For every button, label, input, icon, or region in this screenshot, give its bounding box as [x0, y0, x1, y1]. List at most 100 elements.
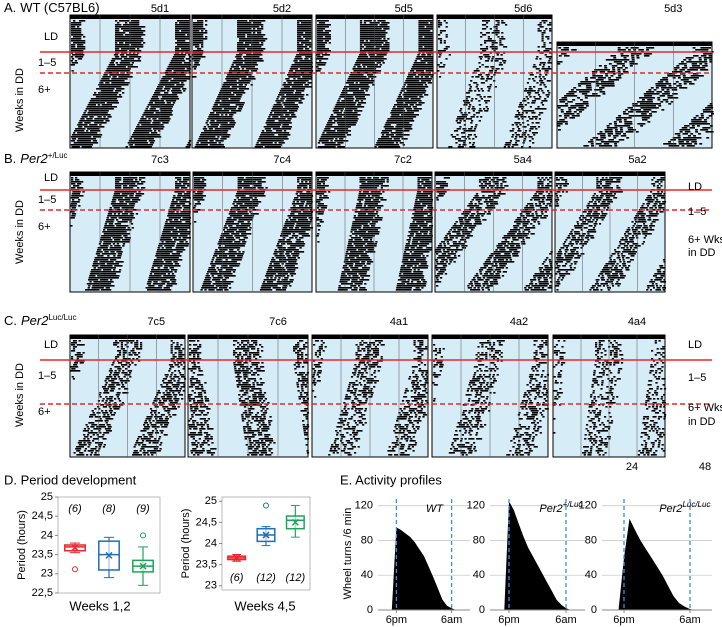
activity-area	[494, 501, 581, 610]
y-tick-label: 0	[479, 604, 485, 616]
scale-label: 48	[699, 461, 711, 473]
mouse-id: 5d3	[664, 3, 682, 15]
mean-marker	[233, 554, 241, 562]
right-label: 6+ Wks	[688, 234, 722, 246]
x-tick-label: 6pm	[386, 614, 407, 626]
mouse-id: 5d2	[273, 3, 291, 15]
annotation: Per2Luc/Luc	[659, 500, 710, 515]
mean-marker	[105, 551, 113, 559]
panel-title: E. Activity profiles	[340, 472, 442, 487]
left-label: 1–5	[38, 194, 56, 206]
y-axis-label: Period (hours)	[180, 509, 192, 579]
mouse-id: 7c5	[147, 316, 165, 328]
n-label: (6)	[230, 572, 244, 584]
mouse-id: 5d1	[151, 3, 169, 15]
actogram-activity	[70, 340, 187, 456]
panel-label: C. Per2Luc/Luc	[4, 313, 77, 329]
y-tick-label: 40	[473, 569, 485, 581]
actogram-activity	[557, 47, 714, 147]
y-tick-label: 40	[361, 569, 373, 581]
x-tick-label: 6pm	[498, 614, 519, 626]
x-axis-label: Weeks 1,2	[69, 598, 130, 613]
y-tick-label: 120	[355, 500, 373, 512]
y-tick-label: 40	[585, 569, 597, 581]
y-tick-label: 23	[205, 580, 217, 592]
outlier	[140, 532, 146, 539]
mean-marker	[262, 531, 270, 539]
panel-label: A. WT (C57BL6)	[4, 0, 100, 15]
outlier	[263, 502, 269, 509]
panel-letter: C.	[4, 313, 17, 328]
activity-area	[382, 527, 466, 610]
n-label: (12)	[286, 572, 306, 584]
x-tick-label: 6am	[441, 614, 462, 626]
activity-area	[607, 518, 707, 610]
annotation: Per2+/Luc	[539, 500, 582, 515]
x-tick-label: 6pm	[613, 614, 634, 626]
y-axis-label: Period (hours)	[16, 510, 28, 580]
y-tick-label: 24	[41, 529, 53, 541]
y-tick-label: 24	[205, 537, 217, 549]
y-tick-label: 23	[41, 568, 53, 580]
y-tick-label: 80	[585, 534, 597, 546]
mean-marker	[139, 562, 147, 570]
n-label: (8)	[102, 503, 116, 515]
y-tick-label: 25	[205, 495, 217, 507]
x-tick-label: 6am	[679, 614, 700, 626]
actogram-activity	[316, 177, 434, 291]
annotation-sup: Luc/Luc	[682, 500, 710, 509]
mouse-id: 7c3	[151, 154, 169, 166]
panel-label: B. Per2+/Luc	[4, 151, 68, 167]
y-tick-label: 22,5	[32, 587, 53, 599]
right-label: LD	[688, 339, 702, 351]
panel-letter: B.	[4, 151, 16, 166]
y-axis-label: Weeks in DD	[14, 200, 26, 264]
y-axis-label: Weeks in DD	[14, 68, 26, 132]
actogram-activity	[70, 177, 192, 291]
actogram-activity	[553, 340, 667, 456]
genotype-sup: Luc/Luc	[48, 313, 76, 322]
right-label: 1–5	[688, 372, 706, 384]
y-tick-label: 120	[467, 500, 485, 512]
y-tick-label: 23,5	[196, 559, 217, 571]
y-axis-label: Wheel turns /6 min	[342, 508, 354, 600]
genotype: WT (C57BL6)	[20, 0, 99, 15]
actogram-activity	[188, 340, 310, 456]
genotype-sup: +/Luc	[48, 151, 68, 160]
n-label: (9)	[136, 503, 150, 515]
y-tick-label: 120	[579, 500, 597, 512]
right-label: 1–5	[688, 206, 706, 218]
left-label: LD	[44, 31, 58, 43]
actogram-activity	[70, 20, 192, 148]
mouse-id: 7c2	[394, 154, 412, 166]
mouse-id: 4a2	[510, 316, 528, 328]
mouse-id: 5a4	[514, 154, 532, 166]
mouse-id: 4a1	[390, 316, 408, 328]
y-tick-label: 80	[361, 534, 373, 546]
mouse-id: 7c6	[269, 316, 287, 328]
genotype: Per2	[21, 313, 49, 328]
x-axis-label: Weeks 4,5	[234, 598, 295, 613]
y-tick-label: 25	[41, 491, 53, 503]
mouse-id: 5d6	[514, 3, 532, 15]
actogram-activity	[435, 177, 553, 291]
left-label: 1–5	[38, 57, 56, 69]
genotype: Per2	[20, 151, 48, 166]
mouse-id: 4a4	[628, 316, 646, 328]
left-label: 1–5	[38, 370, 56, 382]
right-label: in DD	[688, 247, 716, 259]
annotation: WT	[426, 503, 444, 515]
y-tick-label: 23,5	[32, 549, 53, 561]
mouse-id: 5a2	[628, 154, 646, 166]
y-tick-label: 0	[591, 604, 597, 616]
actogram-activity	[192, 20, 314, 148]
panel-letter: A.	[4, 0, 16, 15]
x-tick-label: 6am	[555, 614, 576, 626]
right-label: LD	[688, 181, 702, 193]
y-tick-label: 0	[367, 604, 373, 616]
n-label: (6)	[68, 503, 82, 515]
outlier	[72, 566, 78, 573]
mouse-id: 5d5	[395, 3, 413, 15]
